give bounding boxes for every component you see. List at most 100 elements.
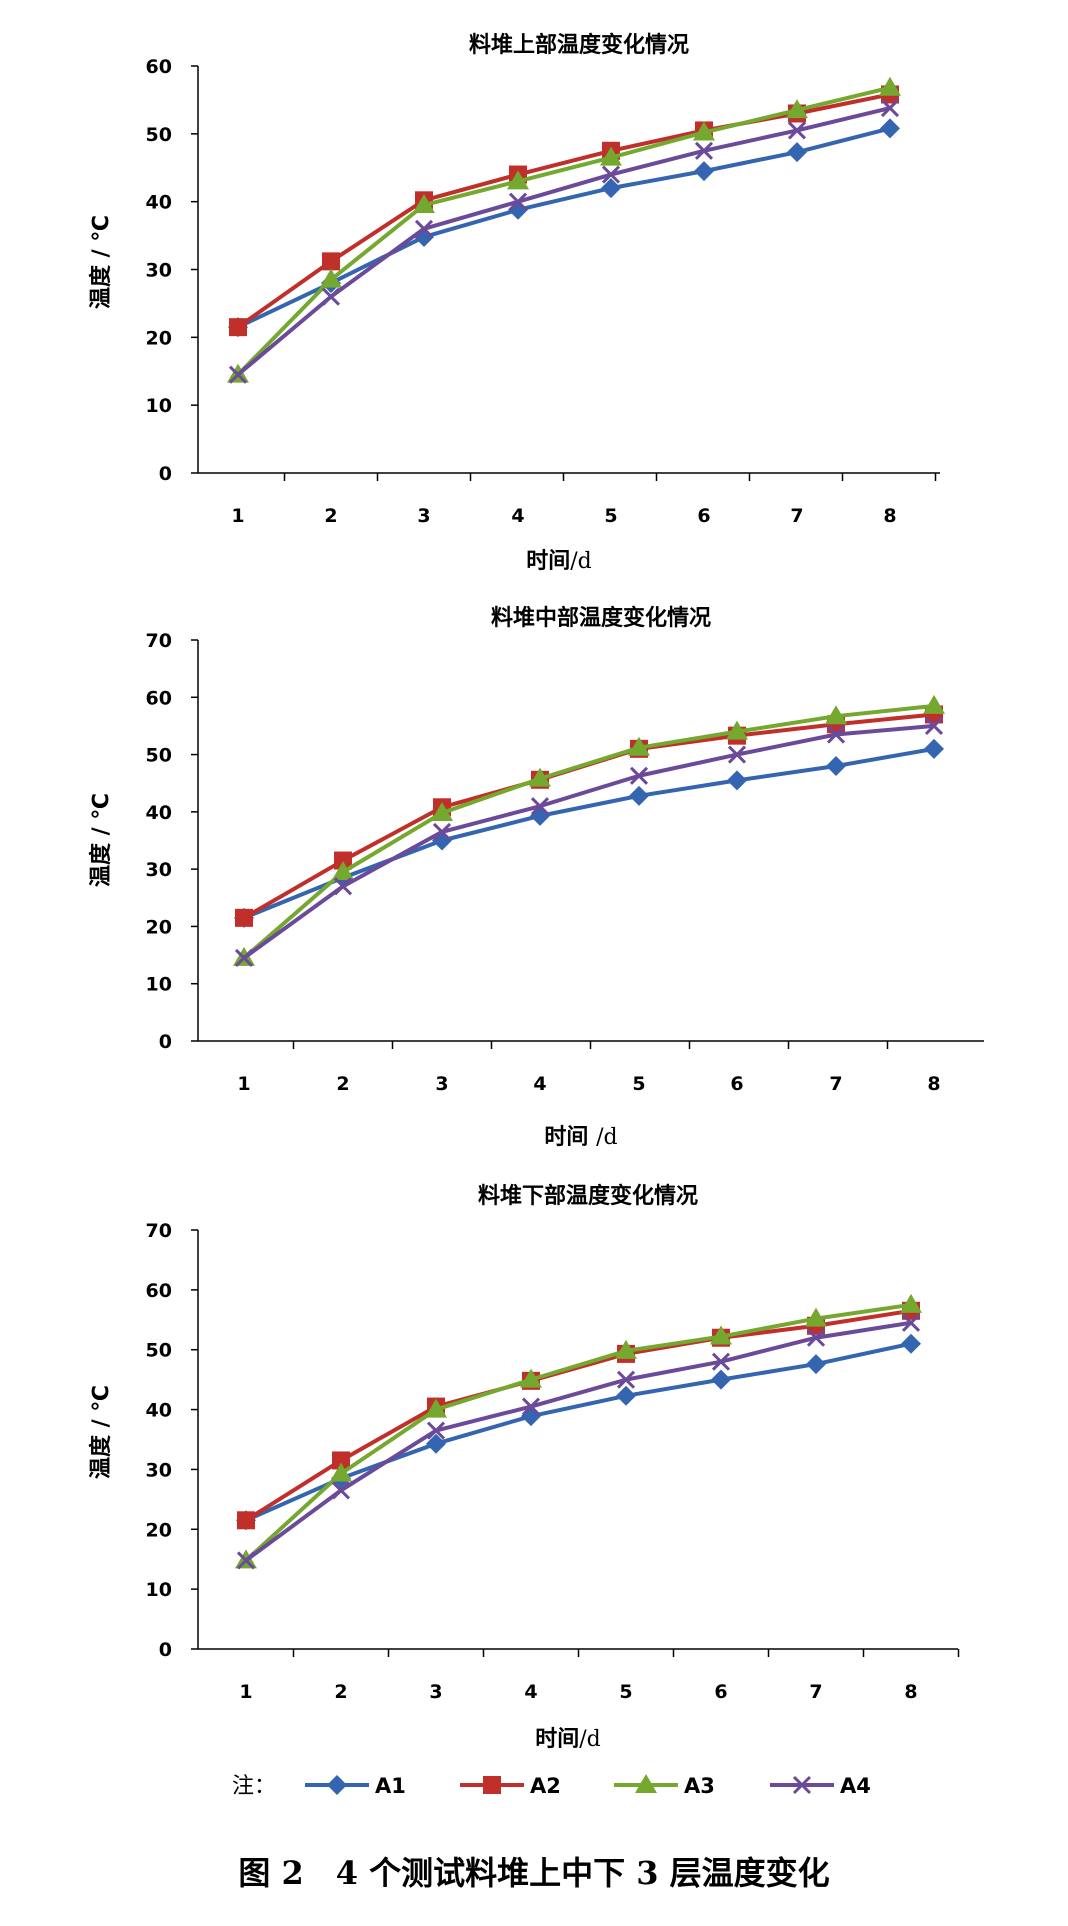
point-a4: [331, 1481, 351, 1500]
point-a1: [601, 178, 621, 199]
point-a4: [321, 287, 341, 306]
series-line-a4: [242, 723, 935, 960]
y-tick-label: 0: [159, 1639, 172, 1661]
point-a2: [237, 1511, 255, 1530]
x-tick-label: 4: [533, 1073, 546, 1095]
legend-label: A3: [684, 1774, 715, 1798]
point-a4: [234, 948, 254, 967]
point-a3: [825, 705, 847, 725]
point-a4: [924, 716, 944, 735]
x-axis-label: 时间 /d: [544, 1125, 617, 1150]
x-tick-label: 6: [730, 1073, 743, 1095]
point-a3: [330, 1462, 352, 1482]
x-tick-label: 1: [231, 505, 244, 527]
x-tick-label: 7: [829, 1073, 842, 1095]
legend-label: A1: [375, 1774, 406, 1798]
point-a3: [529, 767, 551, 787]
series-line-a3: [236, 85, 891, 377]
legend-item-a4: A4: [770, 1774, 871, 1798]
y-tick-label: 50: [146, 124, 172, 146]
point-a4: [787, 121, 807, 140]
point-a4: [806, 1328, 826, 1347]
x-tick-label: 7: [809, 1681, 822, 1703]
point-a3: [320, 268, 342, 288]
point-a1: [787, 142, 807, 163]
point-a1: [616, 1385, 636, 1406]
legend: A1 A2 A3 A4: [305, 1774, 871, 1798]
series-line-a2: [242, 712, 935, 920]
x-tick-label: 5: [632, 1073, 645, 1095]
point-a3: [507, 170, 529, 190]
point-a3: [615, 1339, 637, 1359]
point-a3: [900, 1293, 922, 1313]
y-axis-label: 温度 / ℃: [88, 1385, 114, 1479]
point-a3: [786, 99, 808, 119]
point-a4: [521, 1397, 541, 1416]
y-tick-label: 20: [146, 327, 172, 349]
point-a4: [711, 1352, 731, 1371]
x-tick-label: 3: [435, 1073, 448, 1095]
y-tick-label: 50: [146, 745, 172, 767]
y-tick-label: 20: [146, 1519, 172, 1541]
point-a3: [425, 1398, 447, 1418]
point-a4: [694, 141, 714, 160]
point-a1: [426, 1433, 446, 1454]
x-tick-label: 8: [927, 1073, 940, 1095]
figure-caption: 图 2 4 个测试料堆上中下 3 层温度变化: [238, 1854, 829, 1892]
x-tick-label: 2: [324, 505, 337, 527]
legend-marker: [635, 1774, 657, 1793]
y-tick-label: 0: [159, 1031, 172, 1053]
legend-label: A4: [840, 1774, 871, 1798]
x-tick-label: 3: [429, 1681, 442, 1703]
point-a2: [229, 318, 247, 337]
point-a4: [880, 98, 900, 118]
point-a4: [333, 877, 353, 896]
y-tick-label: 70: [146, 1220, 172, 1242]
series-line-a4: [244, 1320, 912, 1563]
x-axis-label: 时间/d: [526, 549, 592, 574]
point-a4: [901, 1313, 921, 1332]
point-a4: [228, 365, 248, 384]
legend-label: A2: [530, 1774, 561, 1798]
x-tick-label: 7: [790, 505, 803, 527]
x-tick-label: 2: [336, 1073, 349, 1095]
point-a4: [414, 219, 434, 238]
chart-1: 料堆上部温度变化情况 0 10 20 30 40 50 60 1 2 3 4 5 6 7 8 时间/d 温度 / …: [88, 32, 940, 574]
point-a1: [826, 756, 846, 777]
y-tick-label: 30: [146, 859, 172, 881]
point-a3: [879, 76, 901, 96]
series-line-a2: [236, 92, 891, 329]
note-label: 注：: [232, 1774, 276, 1799]
y-tick-label: 60: [146, 1280, 172, 1302]
point-a3: [628, 736, 650, 756]
series-line-a3: [242, 703, 935, 960]
point-a2: [334, 851, 352, 870]
series-line-a1: [237, 126, 891, 329]
y-axis-label: 温度 / ℃: [88, 215, 114, 309]
point-a4: [426, 1421, 446, 1440]
y-tick-label: 20: [146, 916, 172, 938]
chart-title: 料堆上部温度变化情况: [469, 32, 689, 58]
y-tick-label: 40: [146, 1400, 172, 1422]
y-tick-label: 30: [146, 1459, 172, 1481]
point-a3: [600, 146, 622, 166]
y-tick-label: 0: [159, 463, 172, 485]
point-a2: [322, 252, 340, 271]
point-a4: [432, 822, 452, 841]
legend-marker: [327, 1775, 347, 1795]
series-line-a3: [244, 1302, 912, 1562]
point-a1: [924, 738, 944, 759]
legend-marker: [792, 1775, 812, 1795]
point-a4: [616, 1370, 636, 1389]
point-a3: [431, 802, 453, 822]
point-a1: [901, 1333, 921, 1354]
chart-2: 料堆中部温度变化情况 0 10 20 30 40 50 60 70 1 2 3 4 5 6 7 8 时间 /d 温度…: [88, 605, 984, 1150]
x-tick-label: 5: [604, 505, 617, 527]
point-a3: [413, 194, 435, 214]
point-a2: [332, 1451, 350, 1470]
point-a1: [727, 770, 747, 791]
y-tick-label: 10: [146, 1579, 172, 1601]
point-a4: [727, 745, 747, 764]
point-a3: [923, 694, 945, 714]
